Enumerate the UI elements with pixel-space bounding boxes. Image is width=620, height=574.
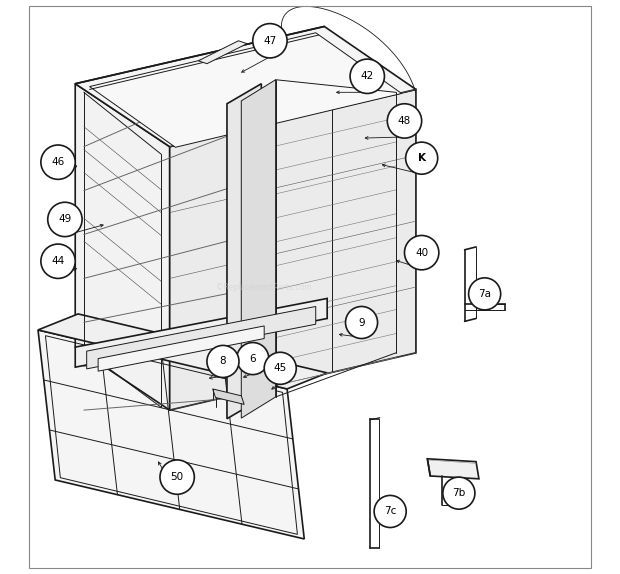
- Text: 6: 6: [249, 354, 256, 363]
- Text: 48: 48: [398, 116, 411, 126]
- Polygon shape: [87, 307, 316, 369]
- Circle shape: [388, 104, 422, 138]
- Circle shape: [404, 235, 439, 270]
- Circle shape: [253, 24, 287, 58]
- Polygon shape: [75, 26, 416, 147]
- Circle shape: [405, 142, 438, 174]
- Text: 42: 42: [361, 71, 374, 82]
- Circle shape: [207, 346, 239, 378]
- Polygon shape: [213, 389, 244, 405]
- Polygon shape: [198, 41, 247, 64]
- Text: 7b: 7b: [452, 488, 466, 498]
- Text: 40: 40: [415, 247, 428, 258]
- Circle shape: [350, 59, 384, 94]
- Text: 44: 44: [51, 256, 64, 266]
- Circle shape: [48, 202, 82, 236]
- Circle shape: [41, 145, 75, 179]
- Text: 47: 47: [264, 36, 277, 46]
- Polygon shape: [227, 84, 261, 418]
- Polygon shape: [241, 80, 276, 418]
- Text: 8: 8: [219, 356, 226, 366]
- Text: 50: 50: [170, 472, 184, 482]
- Circle shape: [443, 477, 475, 509]
- Text: 9: 9: [358, 317, 365, 328]
- Polygon shape: [89, 33, 402, 148]
- Polygon shape: [38, 314, 327, 389]
- Polygon shape: [38, 330, 304, 539]
- Circle shape: [41, 244, 75, 278]
- Circle shape: [160, 460, 194, 494]
- Text: K: K: [418, 153, 426, 163]
- Polygon shape: [75, 84, 170, 410]
- Text: 46: 46: [51, 157, 64, 167]
- Text: 7a: 7a: [478, 289, 491, 299]
- Polygon shape: [427, 459, 479, 479]
- Text: 45: 45: [273, 363, 287, 373]
- Text: 49: 49: [58, 215, 71, 224]
- Circle shape: [345, 307, 378, 339]
- Polygon shape: [75, 298, 327, 367]
- Text: ©ReplacementParts.com: ©ReplacementParts.com: [216, 282, 312, 292]
- Text: 7c: 7c: [384, 506, 396, 517]
- Circle shape: [374, 495, 406, 528]
- Circle shape: [264, 352, 296, 385]
- Circle shape: [469, 278, 501, 310]
- Polygon shape: [170, 90, 416, 410]
- Circle shape: [237, 343, 269, 375]
- Polygon shape: [98, 326, 264, 371]
